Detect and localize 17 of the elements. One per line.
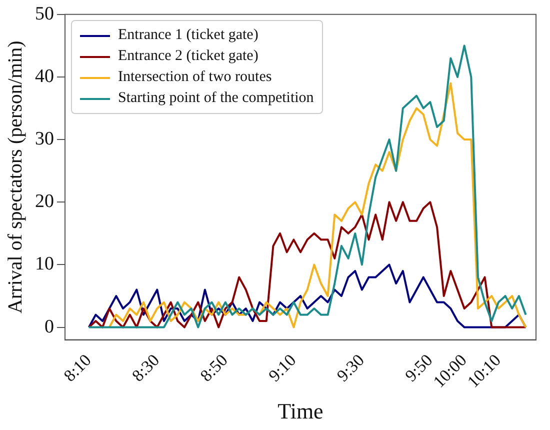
x-tick-label: 8:10 — [60, 350, 95, 386]
x-axis-title: Time — [278, 398, 324, 424]
y-tick-label: 20 — [35, 191, 54, 212]
y-axis-title: Arrival of spectators (person/min) — [4, 40, 26, 314]
x-tick-label: 8:50 — [196, 350, 232, 386]
y-tick-label: 30 — [35, 128, 54, 150]
y-tick-label: 40 — [35, 66, 54, 87]
x-tick-label: 9:30 — [333, 350, 368, 386]
x-tick-label: 9:10 — [264, 350, 300, 386]
legend-label: Entrance 1 (ticket gate) — [118, 26, 258, 46]
y-tick-label: 0 — [44, 316, 54, 338]
x-tick-label: 8:30 — [128, 350, 164, 386]
y-tick-label: 10 — [35, 254, 54, 275]
y-tick-label: 50 — [35, 3, 54, 24]
legend-label: Starting point of the competition — [118, 89, 314, 108]
legend-label: Intersection of two routes — [118, 68, 272, 88]
legend-label: Entrance 2 (ticket gate) — [118, 47, 258, 66]
